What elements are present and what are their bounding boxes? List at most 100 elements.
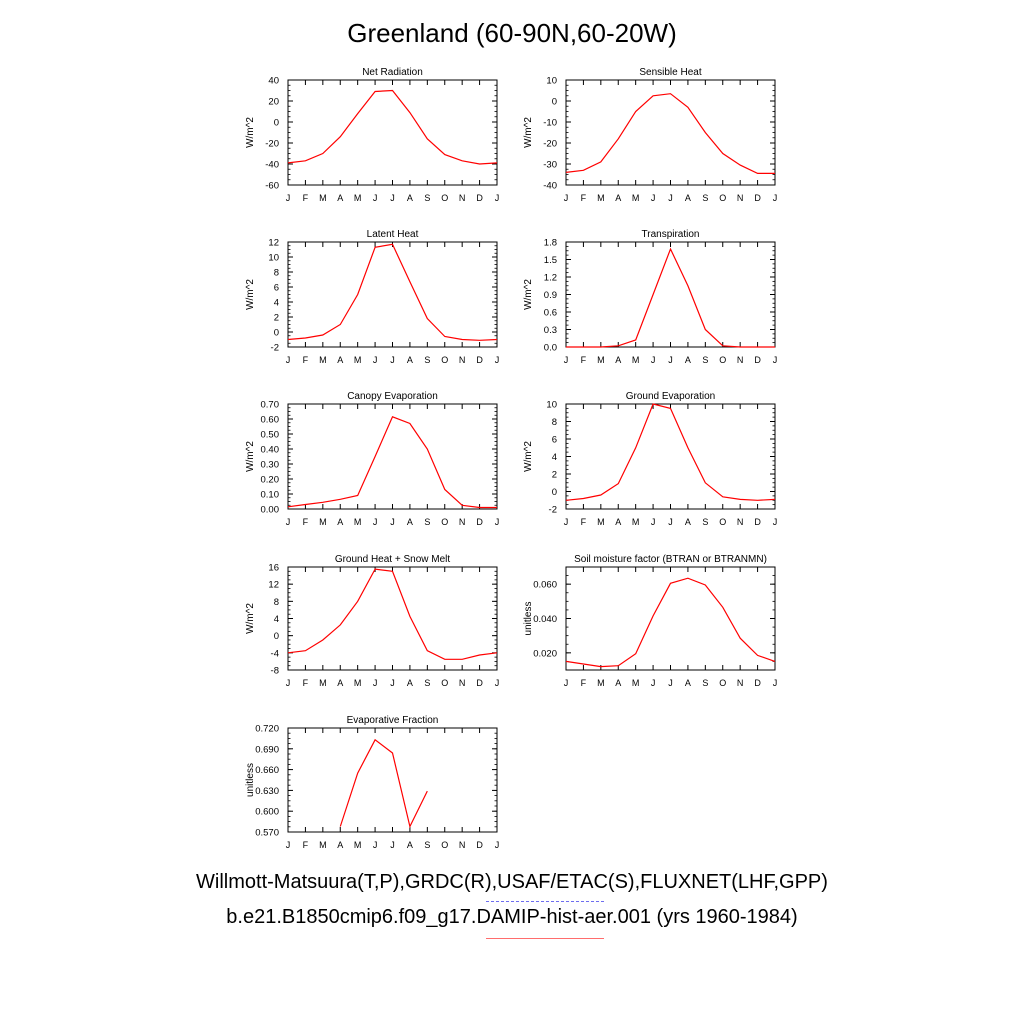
legend-model-label: b.e21.B1850cmip6.f09_g17.DAMIP-hist-aer.… (226, 906, 798, 928)
x-tick-label: S (702, 678, 708, 688)
x-tick-label: O (719, 355, 726, 365)
x-tick-label: J (286, 678, 291, 688)
x-tick-label: O (441, 678, 448, 688)
series-line-1 (287, 568, 498, 660)
x-tick-label: M (597, 678, 605, 688)
x-tick-label: J (286, 355, 291, 365)
x-tick-label: F (303, 517, 309, 527)
x-tick-label: A (407, 193, 413, 203)
y-tick-label: 12 (268, 580, 279, 591)
series-line-1 (565, 93, 775, 174)
x-tick-label: D (476, 193, 483, 203)
x-tick-label: S (702, 517, 708, 527)
x-tick-label: J (773, 355, 778, 365)
x-tick-label: J (773, 678, 778, 688)
y-axis-label: W/m^2 (523, 441, 534, 472)
x-tick-label: M (354, 517, 362, 527)
panel-title: Evaporative Fraction (347, 715, 439, 726)
x-tick-label: J (564, 678, 569, 688)
y-tick-label: 0 (552, 97, 557, 108)
x-tick-label: A (337, 517, 343, 527)
x-tick-label: N (737, 517, 744, 527)
x-tick-label: J (495, 193, 500, 203)
y-tick-label: -2 (549, 505, 557, 516)
x-tick-label: J (495, 678, 500, 688)
x-tick-label: A (407, 678, 413, 688)
y-axis-label: W/m^2 (523, 117, 534, 148)
x-tick-label: S (702, 355, 708, 365)
panel-title: Latent Heat (367, 229, 419, 240)
y-tick-label: 40 (268, 76, 279, 87)
x-tick-label: D (754, 193, 761, 203)
x-tick-label: J (668, 678, 673, 688)
y-tick-label: 0.50 (261, 430, 280, 441)
x-tick-label: F (303, 840, 309, 850)
y-tick-label: 1.8 (544, 238, 557, 249)
y-tick-label: 4 (552, 452, 557, 463)
panel-title: Ground Evaporation (626, 391, 716, 402)
x-tick-label: J (668, 355, 673, 365)
y-axis-label: W/m^2 (245, 117, 256, 148)
x-tick-label: D (476, 840, 483, 850)
plot-frame (287, 403, 498, 510)
panel-title: Sensible Heat (639, 67, 701, 78)
x-tick-label: N (459, 193, 466, 203)
x-tick-label: A (337, 355, 343, 365)
y-axis-label: W/m^2 (245, 603, 256, 634)
x-tick-label: J (564, 517, 569, 527)
x-tick-label: J (773, 517, 778, 527)
plot-frame (287, 566, 498, 671)
y-tick-label: 2 (552, 470, 557, 481)
x-tick-label: F (581, 355, 587, 365)
y-tick-label: 0.0 (544, 343, 557, 354)
x-tick-label: M (632, 193, 640, 203)
x-tick-label: S (424, 355, 430, 365)
series-line-1 (287, 243, 498, 341)
x-tick-label: M (597, 193, 605, 203)
x-tick-label: F (581, 678, 587, 688)
y-axis-label: unitless (523, 602, 534, 636)
x-tick-label: A (685, 678, 691, 688)
y-tick-label: 0 (274, 631, 279, 642)
series-line-1 (565, 403, 776, 501)
x-tick-label: J (373, 678, 378, 688)
chart-panel-8: Soil moisture factor (BTRAN or BTRANMN) u… (523, 554, 777, 688)
y-tick-label: -4 (271, 648, 279, 659)
series-line-1 (565, 577, 776, 668)
y-tick-label: -20 (543, 139, 557, 150)
x-tick-label: A (615, 678, 621, 688)
x-tick-label: J (373, 517, 378, 527)
series-line-1 (287, 89, 498, 165)
x-tick-label: M (597, 355, 605, 365)
y-tick-label: -2 (271, 343, 279, 354)
x-tick-label: A (407, 840, 413, 850)
panel-title: Transpiration (642, 229, 700, 240)
x-tick-label: M (354, 678, 362, 688)
x-tick-label: A (615, 193, 621, 203)
y-tick-label: 1.5 (544, 255, 557, 266)
y-tick-label: 0.600 (255, 807, 279, 818)
plot-frame (565, 241, 776, 348)
x-tick-label: J (390, 678, 395, 688)
x-tick-label: O (719, 678, 726, 688)
x-tick-label: J (390, 355, 395, 365)
x-tick-label: J (651, 193, 656, 203)
y-tick-label: 0.690 (255, 744, 279, 755)
x-tick-label: J (668, 193, 673, 203)
x-tick-label: A (337, 840, 343, 850)
y-tick-label: 0.6 (544, 308, 557, 319)
legend-model-swatch (486, 938, 604, 939)
x-tick-label: N (459, 517, 466, 527)
x-tick-label: M (319, 193, 327, 203)
y-tick-label: 4 (274, 298, 279, 309)
y-tick-label: 0.20 (261, 475, 280, 486)
x-tick-label: D (754, 355, 761, 365)
y-tick-label: 0.020 (533, 648, 557, 659)
series-line-1 (566, 247, 775, 348)
y-tick-label: 0.660 (255, 765, 279, 776)
y-tick-label: 8 (552, 417, 557, 428)
